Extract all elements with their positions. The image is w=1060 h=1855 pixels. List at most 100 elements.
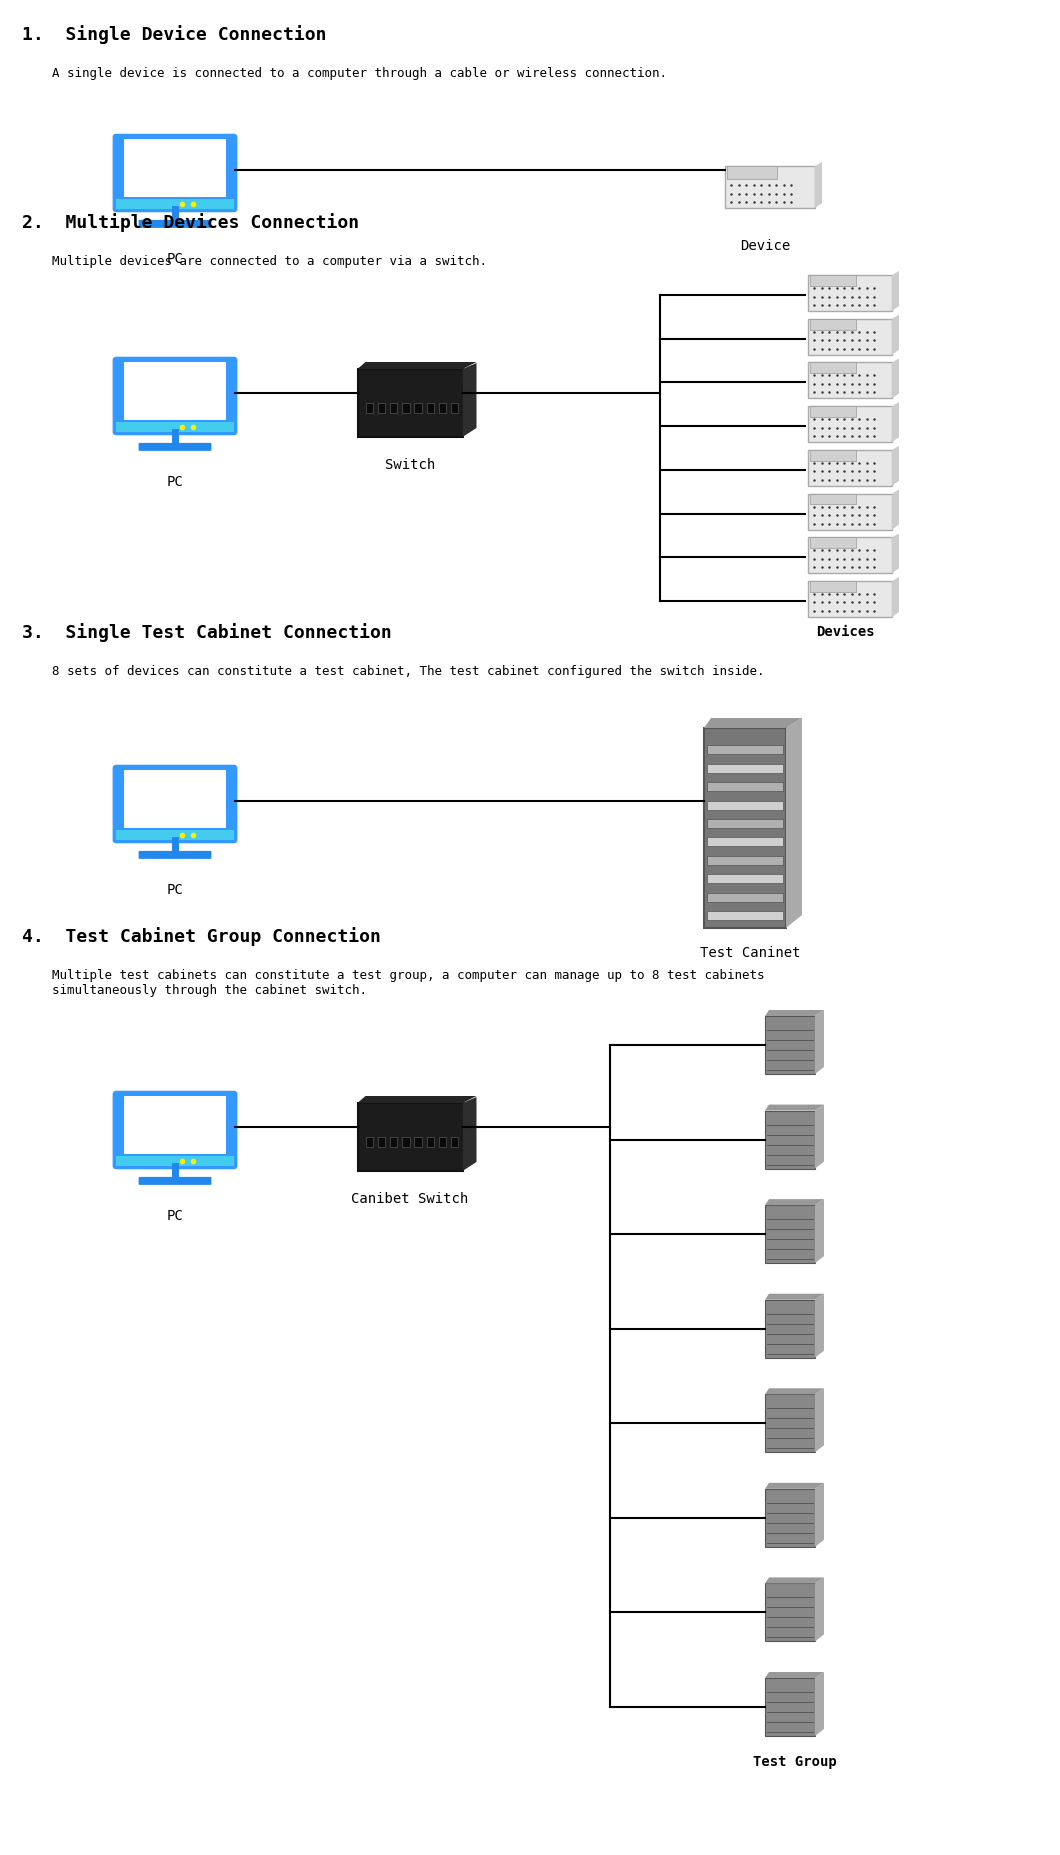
FancyBboxPatch shape: [808, 538, 893, 573]
Text: Test Caninet: Test Caninet: [700, 946, 800, 961]
FancyBboxPatch shape: [810, 538, 856, 547]
Polygon shape: [815, 1388, 824, 1452]
Polygon shape: [462, 364, 477, 438]
Polygon shape: [765, 1577, 824, 1584]
Polygon shape: [893, 403, 899, 441]
FancyBboxPatch shape: [450, 403, 458, 412]
FancyBboxPatch shape: [357, 369, 462, 438]
Polygon shape: [765, 1482, 824, 1490]
FancyBboxPatch shape: [116, 198, 234, 210]
Polygon shape: [893, 271, 899, 312]
FancyBboxPatch shape: [414, 403, 422, 412]
Text: Multiple test cabinets can constitute a test group, a computer can manage up to : Multiple test cabinets can constitute a …: [52, 968, 764, 996]
FancyBboxPatch shape: [765, 1206, 815, 1263]
FancyBboxPatch shape: [810, 362, 856, 373]
Polygon shape: [815, 1577, 824, 1642]
Polygon shape: [765, 1671, 824, 1679]
FancyBboxPatch shape: [704, 727, 787, 928]
FancyBboxPatch shape: [426, 1137, 434, 1146]
Polygon shape: [893, 577, 899, 618]
FancyBboxPatch shape: [114, 766, 236, 842]
FancyBboxPatch shape: [765, 1111, 815, 1169]
Polygon shape: [815, 1293, 824, 1358]
Text: Switch: Switch: [385, 458, 435, 471]
Text: 3.  Single Test Cabinet Connection: 3. Single Test Cabinet Connection: [22, 623, 392, 642]
FancyBboxPatch shape: [439, 403, 446, 412]
Polygon shape: [815, 1482, 824, 1547]
FancyBboxPatch shape: [765, 1490, 815, 1547]
Polygon shape: [462, 1096, 477, 1171]
Polygon shape: [704, 718, 802, 727]
FancyBboxPatch shape: [808, 451, 893, 486]
FancyBboxPatch shape: [765, 1584, 815, 1642]
FancyBboxPatch shape: [810, 319, 856, 330]
Polygon shape: [893, 358, 899, 399]
Text: PC: PC: [166, 1209, 183, 1222]
FancyBboxPatch shape: [357, 1104, 462, 1171]
Polygon shape: [765, 1104, 824, 1111]
Text: Canibet Switch: Canibet Switch: [351, 1193, 469, 1206]
FancyBboxPatch shape: [116, 1156, 234, 1167]
FancyBboxPatch shape: [377, 403, 385, 412]
Polygon shape: [357, 362, 477, 369]
Text: 2.  Multiple Devices Connection: 2. Multiple Devices Connection: [22, 213, 359, 232]
Polygon shape: [765, 1293, 824, 1300]
Text: PC: PC: [166, 252, 183, 265]
Polygon shape: [357, 1096, 477, 1104]
Text: PC: PC: [166, 883, 183, 898]
FancyBboxPatch shape: [402, 1137, 409, 1146]
FancyBboxPatch shape: [810, 406, 856, 417]
Text: Multiple devices are connected to a computer via a switch.: Multiple devices are connected to a comp…: [52, 254, 487, 267]
Polygon shape: [893, 532, 899, 573]
FancyBboxPatch shape: [426, 403, 434, 412]
FancyBboxPatch shape: [366, 1137, 373, 1146]
Polygon shape: [893, 490, 899, 529]
FancyBboxPatch shape: [707, 837, 783, 846]
Polygon shape: [765, 1198, 824, 1206]
Text: PC: PC: [166, 475, 183, 490]
FancyBboxPatch shape: [114, 358, 236, 434]
Polygon shape: [893, 445, 899, 486]
FancyBboxPatch shape: [124, 139, 226, 197]
Text: 8 sets of devices can constitute a test cabinet, The test cabinet configured the: 8 sets of devices can constitute a test …: [52, 664, 764, 677]
FancyBboxPatch shape: [124, 770, 226, 827]
Polygon shape: [765, 1388, 824, 1395]
FancyBboxPatch shape: [727, 165, 777, 178]
FancyBboxPatch shape: [765, 1395, 815, 1452]
Polygon shape: [787, 718, 802, 928]
FancyBboxPatch shape: [707, 855, 783, 864]
FancyBboxPatch shape: [366, 403, 373, 412]
Polygon shape: [815, 1198, 824, 1263]
FancyBboxPatch shape: [765, 1300, 815, 1358]
FancyBboxPatch shape: [116, 829, 234, 840]
FancyBboxPatch shape: [116, 421, 234, 432]
FancyBboxPatch shape: [390, 403, 398, 412]
FancyBboxPatch shape: [808, 406, 893, 441]
FancyBboxPatch shape: [725, 165, 815, 208]
FancyBboxPatch shape: [808, 493, 893, 529]
FancyBboxPatch shape: [439, 1137, 446, 1146]
FancyBboxPatch shape: [765, 1017, 815, 1074]
Text: Devices: Devices: [816, 625, 874, 638]
FancyBboxPatch shape: [810, 451, 856, 460]
Text: Device: Device: [740, 239, 790, 252]
Text: A single device is connected to a computer through a cable or wireless connectio: A single device is connected to a comput…: [52, 67, 667, 80]
Polygon shape: [815, 1671, 824, 1736]
FancyBboxPatch shape: [707, 783, 783, 792]
FancyBboxPatch shape: [414, 1137, 422, 1146]
Polygon shape: [893, 315, 899, 354]
Polygon shape: [815, 1009, 824, 1074]
FancyBboxPatch shape: [707, 874, 783, 883]
FancyBboxPatch shape: [808, 275, 893, 312]
FancyBboxPatch shape: [707, 746, 783, 755]
Text: 1.  Single Device Connection: 1. Single Device Connection: [22, 24, 326, 45]
FancyBboxPatch shape: [139, 443, 211, 451]
Polygon shape: [815, 1104, 824, 1169]
FancyBboxPatch shape: [765, 1679, 815, 1736]
FancyBboxPatch shape: [707, 764, 783, 774]
FancyBboxPatch shape: [402, 403, 409, 412]
FancyBboxPatch shape: [139, 1176, 211, 1185]
FancyBboxPatch shape: [707, 820, 783, 827]
FancyBboxPatch shape: [808, 581, 893, 618]
Text: 4.  Test Cabinet Group Connection: 4. Test Cabinet Group Connection: [22, 928, 381, 946]
